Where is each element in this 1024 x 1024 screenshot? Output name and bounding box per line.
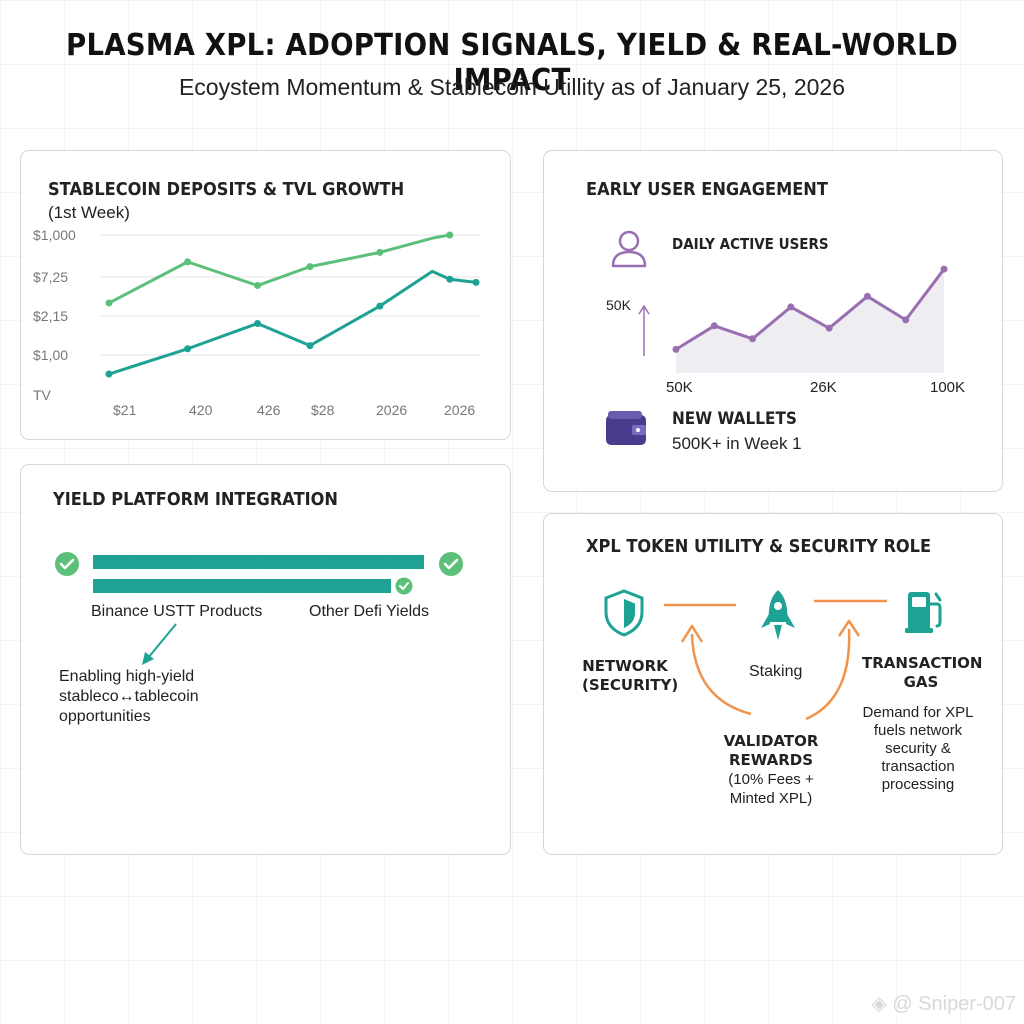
check-icon: [439, 552, 463, 576]
dau-data-point: [749, 335, 757, 343]
dau-label: DAILY ACTIVE USERS: [672, 235, 829, 253]
tvl-panel-subtitle: (1st Week): [48, 203, 130, 222]
page-subtitle: Ecoystem Momentum & Stablecoin Utillity …: [178, 74, 846, 100]
tvl-series-line-1: [108, 269, 477, 376]
validator-label: VALIDATOR REWARDS: [723, 732, 819, 769]
tvl-x-tick: 420: [189, 402, 213, 418]
shield-icon: [604, 589, 644, 637]
dau-data-point: [863, 292, 871, 300]
check-icon: [55, 552, 79, 576]
yield-note: Enabling high-yield stableco↔tablecoin o…: [59, 668, 199, 725]
tvl-data-point: [306, 342, 314, 350]
dau-x-tick: 100K: [930, 379, 965, 396]
yield-bar-label-binance: Binance USTT Products: [91, 603, 263, 620]
xpl-panel-title: XPL TOKEN UTILITY & SECURITY ROLE: [586, 536, 932, 557]
tvl-data-point: [254, 319, 262, 327]
dau-series-line: [675, 268, 946, 351]
yield-bar-binance: [93, 555, 424, 569]
tvl-data-point: [105, 370, 113, 378]
right-cycle-arrow: [805, 628, 851, 721]
yield-bar-label-defi: Other Defi Yields: [309, 603, 430, 620]
dau-x-tick: 26K: [810, 379, 837, 396]
yield-bar-defi: [93, 579, 391, 593]
tvl-data-point: [376, 248, 384, 256]
tvl-data-point: [376, 302, 384, 310]
user-icon: [611, 230, 647, 268]
dau-x-tick: 50K: [666, 379, 693, 396]
tvl-data-point: [184, 345, 192, 353]
right-cycle-arrowhead: [837, 619, 861, 637]
tvl-y-tick: $1,00: [33, 347, 68, 363]
tvl-data-point: [446, 275, 454, 283]
arrow-icon: [142, 623, 177, 665]
left-cycle-arrowhead: [680, 624, 704, 643]
tvl-data-point: [184, 258, 192, 266]
yield-panel-title: YIELD PLATFORM INTEGRATION: [53, 489, 339, 510]
engagement-panel: EARLY USER ENGAGEMENT DAILY ACTIVE USERS…: [543, 150, 1003, 492]
dau-area-fill: [676, 269, 944, 373]
wallet-icon: [606, 411, 646, 445]
demand-note: Demand for XPL fuels network security & …: [862, 704, 974, 793]
network-label: NETWORK (SECURITY): [582, 657, 679, 694]
tvl-data-point: [446, 231, 454, 239]
watermark-handle: @ Sniper-007: [892, 993, 1016, 1015]
tvl-chart: $1,000 $7,25 $2,15 $1,00 TV $21 420 426 $28 2026 2…: [33, 227, 481, 418]
tvl-panel: STABLECOIN DEPOSITS & TVL GROWTH (1st We…: [20, 150, 511, 440]
tvl-data-point: [306, 263, 314, 271]
watermark: ◈ @ Sniper-007: [871, 991, 1016, 1016]
dau-data-point: [710, 322, 718, 330]
tvl-panel-title: STABLECOIN DEPOSITS & TVL GROWTH: [48, 179, 405, 200]
dau-y-axis-arrowhead: [638, 304, 650, 315]
tvl-x-tick: $21: [113, 402, 137, 418]
yield-panel: YIELD PLATFORM INTEGRATION Binance USTT …: [20, 464, 511, 855]
wallets-label: NEW WALLETS: [672, 409, 797, 429]
wallets-value: 500K+ in Week 1: [672, 434, 802, 453]
tvl-y-tick: $7,25: [33, 269, 68, 285]
staking-label: Staking: [749, 663, 803, 680]
left-cycle-arrow: [690, 633, 752, 716]
tvl-x-tick: 2026: [376, 402, 407, 418]
dau-data-point: [902, 316, 910, 324]
yield-bar-track-1: [93, 555, 424, 569]
dau-y-marker: 50K: [606, 297, 631, 313]
watermark-logo-icon: ◈: [871, 993, 887, 1015]
check-icon: [395, 577, 413, 595]
tvl-x-tick: $28: [311, 402, 335, 418]
tvl-data-point: [254, 282, 262, 290]
dau-data-point: [825, 324, 833, 332]
dau-chart: 50K 26K 100K: [638, 265, 965, 396]
validator-detail: (10% Fees + Minted XPL): [728, 771, 814, 807]
dau-data-point: [787, 303, 795, 311]
fuel-pump-icon: [905, 592, 942, 633]
tvl-x-tick: 426: [257, 402, 281, 418]
tvl-data-point: [105, 299, 113, 307]
xpl-flow-arrows: [664, 599, 887, 721]
tvl-x-tick: 2026: [444, 402, 475, 418]
dau-data-point: [672, 345, 680, 353]
engagement-panel-title: EARLY USER ENGAGEMENT: [586, 179, 828, 200]
tvl-y-tick: TV: [33, 387, 52, 403]
dau-data-point: [940, 265, 948, 273]
xpl-panel: XPL TOKEN UTILITY & SECURITY ROLE NETWOR…: [543, 513, 1003, 855]
tvl-y-tick: $1,000: [33, 227, 76, 243]
page-title: PLASMA XPL: ADOPTION SIGNALS, YIELD & RE…: [66, 28, 958, 98]
tvl-data-point: [472, 278, 480, 286]
tvl-y-tick: $2,15: [33, 308, 68, 324]
yield-bar-track-2: [93, 579, 424, 593]
rocket-icon: [761, 590, 795, 640]
gas-label: TRANSACTION GAS: [862, 654, 983, 691]
